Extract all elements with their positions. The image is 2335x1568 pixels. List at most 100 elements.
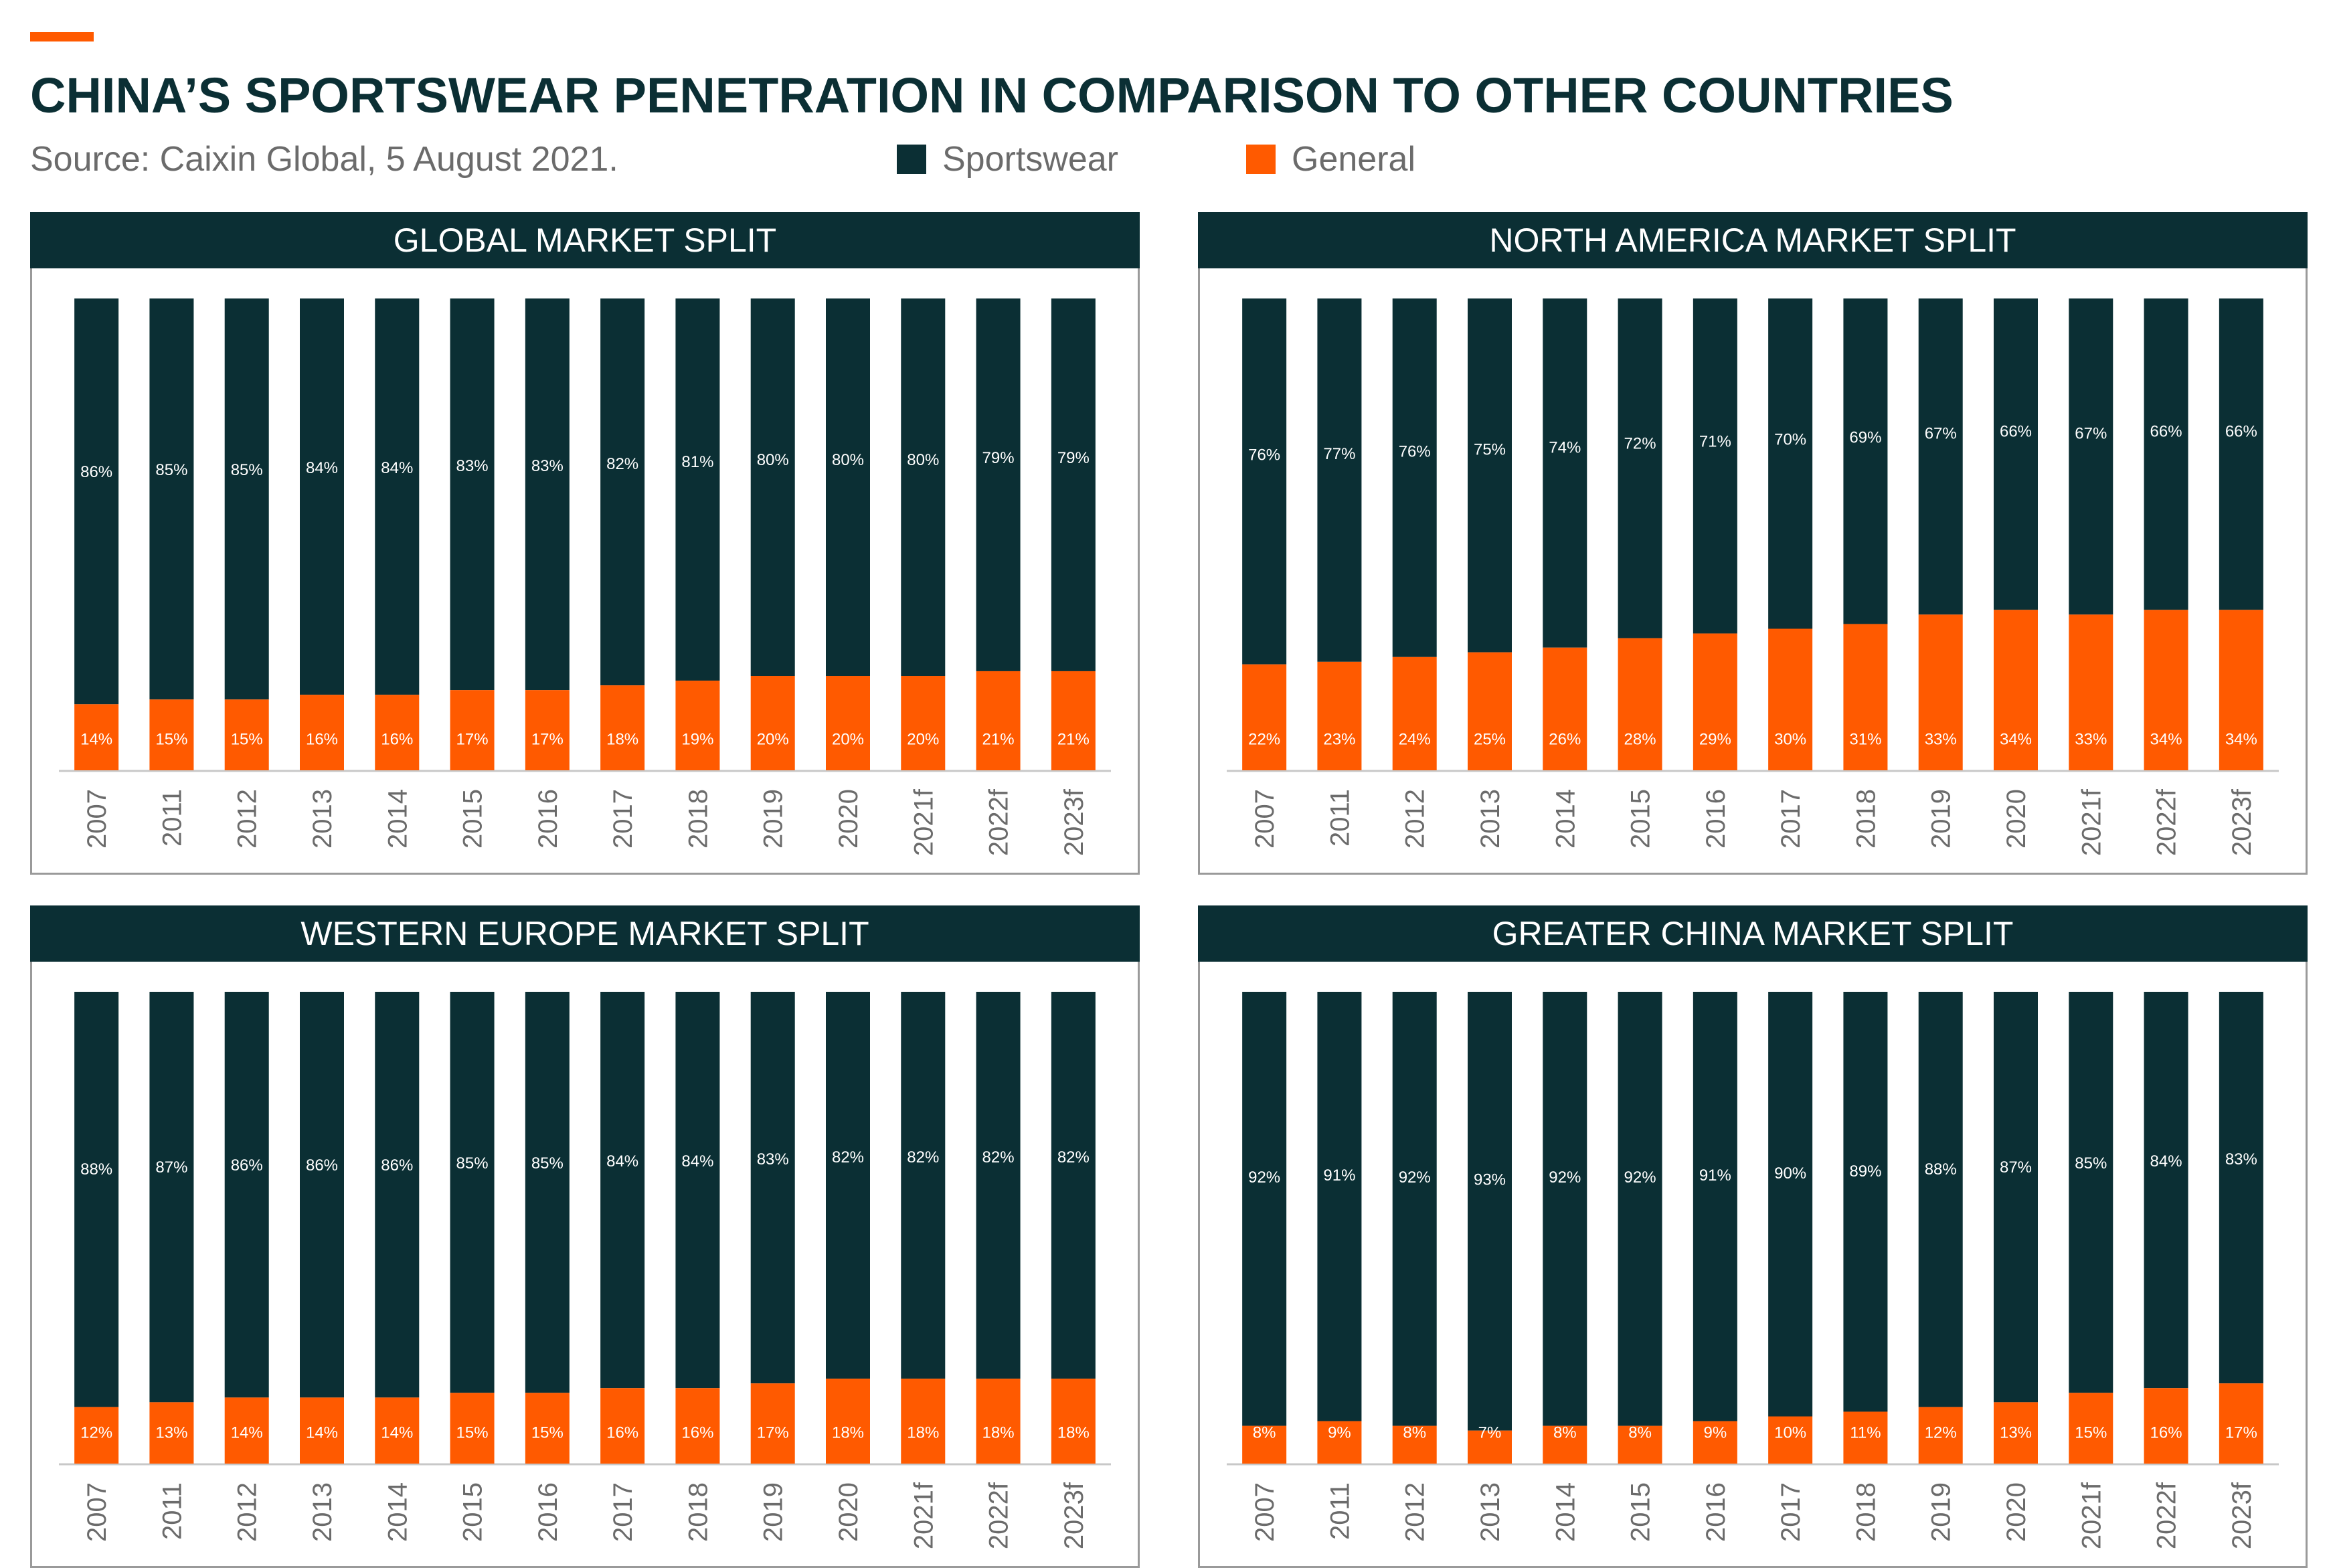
bar-segment-general (450, 1393, 495, 1464)
data-label-general: 16% (606, 1423, 638, 1442)
bar-segment-sportswear (1468, 992, 1512, 1431)
x-tick-label: 2022f (984, 788, 1014, 856)
bar-segment-general (2219, 610, 2263, 770)
x-tick-label: 2021f (909, 788, 938, 856)
x-tick-label: 2023f (2227, 1482, 2257, 1549)
x-tick-label: 2019 (759, 789, 788, 849)
x-tick-label: 2007 (82, 789, 112, 849)
bar-segment-sportswear (2144, 298, 2188, 610)
x-tick-label: 2007 (1250, 789, 1280, 849)
x-tick-label: 2020 (834, 1482, 863, 1542)
bar-segment-sportswear (2069, 992, 2113, 1393)
data-label-general: 16% (2150, 1423, 2182, 1442)
bar-segment-sportswear (1843, 298, 1888, 624)
bar-segment-sportswear (2219, 298, 2263, 610)
x-tick-label: 2018 (683, 789, 713, 849)
bar-segment-sportswear (750, 298, 795, 676)
x-tick-label: 2015 (1626, 789, 1656, 849)
bar-segment-general (1768, 628, 1813, 770)
x-tick-label: 2018 (1851, 789, 1881, 849)
data-label-general: 22% (1248, 730, 1280, 748)
bar-segment-sportswear (1242, 298, 1287, 665)
data-label-sportswear: 86% (80, 463, 112, 481)
bar-segment-general (901, 676, 946, 770)
bar-segment-sportswear (300, 992, 344, 1398)
chart-svg-western-europe: 88% 12% 2007 87% 13% 2011 86% 14% 2012 86% 14% 2013… (59, 992, 1111, 1549)
data-label-general: 17% (456, 730, 489, 748)
bar-segment-general (375, 695, 420, 770)
x-tick-label: 2021f (2077, 788, 2106, 856)
data-label-sportswear: 84% (381, 459, 413, 477)
data-label-sportswear: 79% (1057, 449, 1090, 467)
data-label-sportswear: 88% (1925, 1160, 1957, 1179)
bar-segment-sportswear (1693, 992, 1737, 1421)
bar-segment-general (675, 1388, 720, 1464)
x-tick-label: 2020 (2002, 1482, 2031, 1542)
data-label-sportswear: 84% (2150, 1152, 2182, 1170)
data-label-general: 13% (155, 1423, 187, 1442)
data-label-general: 28% (1624, 730, 1656, 748)
bar-segment-general (1918, 1407, 1963, 1464)
bar-segment-sportswear (600, 298, 645, 686)
bar-segment-sportswear (224, 992, 269, 1398)
bar-segment-sportswear (826, 298, 870, 676)
bar-segment-sportswear (1051, 992, 1096, 1379)
x-tick-label: 2007 (82, 1482, 112, 1542)
bar-segment-general (1618, 1425, 1662, 1464)
data-label-sportswear: 84% (306, 459, 338, 477)
bar-segment-sportswear (1242, 992, 1287, 1426)
bar-segment-sportswear (2144, 992, 2188, 1389)
data-label-general: 21% (982, 730, 1015, 748)
bar-segment-general (375, 1397, 420, 1464)
page-title: CHINA’S SPORTSWEAR PENETRATION IN COMPAR… (30, 68, 1954, 123)
data-label-sportswear: 69% (1849, 429, 1881, 447)
legend-item-general: General (1246, 139, 1415, 179)
data-label-sportswear: 85% (155, 461, 187, 479)
data-label-sportswear: 82% (606, 455, 638, 473)
data-label-general: 15% (155, 730, 187, 748)
x-tick-label: 2020 (2002, 789, 2031, 849)
x-tick-label: 2021f (2077, 1482, 2106, 1549)
data-label-sportswear: 91% (1699, 1166, 1731, 1185)
bar-segment-sportswear (375, 298, 420, 695)
x-tick-label: 2015 (458, 1482, 488, 1542)
data-label-sportswear: 83% (456, 457, 489, 475)
data-label-sportswear: 83% (531, 457, 564, 475)
bar-segment-general (1693, 633, 1737, 770)
bar-segment-general (74, 704, 119, 770)
bar-segment-sportswear (976, 298, 1021, 671)
bar-segment-general (1242, 664, 1287, 770)
data-label-sportswear: 76% (1248, 446, 1280, 464)
legend-swatch-general (1246, 145, 1276, 174)
x-tick-label: 2017 (608, 1482, 638, 1542)
bar-segment-sportswear (1994, 992, 2038, 1403)
data-label-general: 20% (832, 730, 864, 748)
bar-segment-sportswear (675, 992, 720, 1389)
data-label-sportswear: 93% (1474, 1170, 1506, 1189)
data-label-sportswear: 85% (456, 1154, 489, 1172)
chart-svg-greater-china: 92% 8% 2007 91% 9% 2011 92% 8% 2012 93% 7% 2013 92% 8… (1227, 992, 2279, 1549)
bar-segment-sportswear (2219, 992, 2263, 1384)
panel-title: GREATER CHINA MARKET SPLIT (1198, 905, 2308, 962)
x-tick-label: 2016 (533, 789, 563, 849)
bar-segment-general (2069, 1393, 2113, 1464)
x-tick-label: 2018 (1851, 1482, 1881, 1542)
data-label-general: 16% (306, 730, 338, 748)
x-tick-label: 2014 (1551, 1482, 1580, 1542)
x-tick-label: 2017 (1776, 789, 1806, 849)
x-tick-label: 2013 (308, 1482, 337, 1542)
data-label-general: 8% (1253, 1423, 1276, 1442)
bar-segment-sportswear (1843, 992, 1888, 1412)
bar-segment-sportswear (1618, 992, 1662, 1426)
data-label-general: 16% (381, 730, 413, 748)
data-label-sportswear: 86% (231, 1156, 263, 1174)
x-tick-label: 2012 (1401, 789, 1430, 849)
bar-segment-sportswear (1468, 298, 1512, 652)
bar-segment-general (74, 1407, 119, 1464)
data-label-sportswear: 91% (1323, 1166, 1355, 1185)
bar-segment-general (224, 699, 269, 770)
bar-segment-sportswear (1543, 298, 1587, 648)
data-label-general: 8% (1403, 1423, 1426, 1442)
bar-segment-sportswear (525, 992, 570, 1393)
bar-segment-general (1051, 1379, 1096, 1464)
